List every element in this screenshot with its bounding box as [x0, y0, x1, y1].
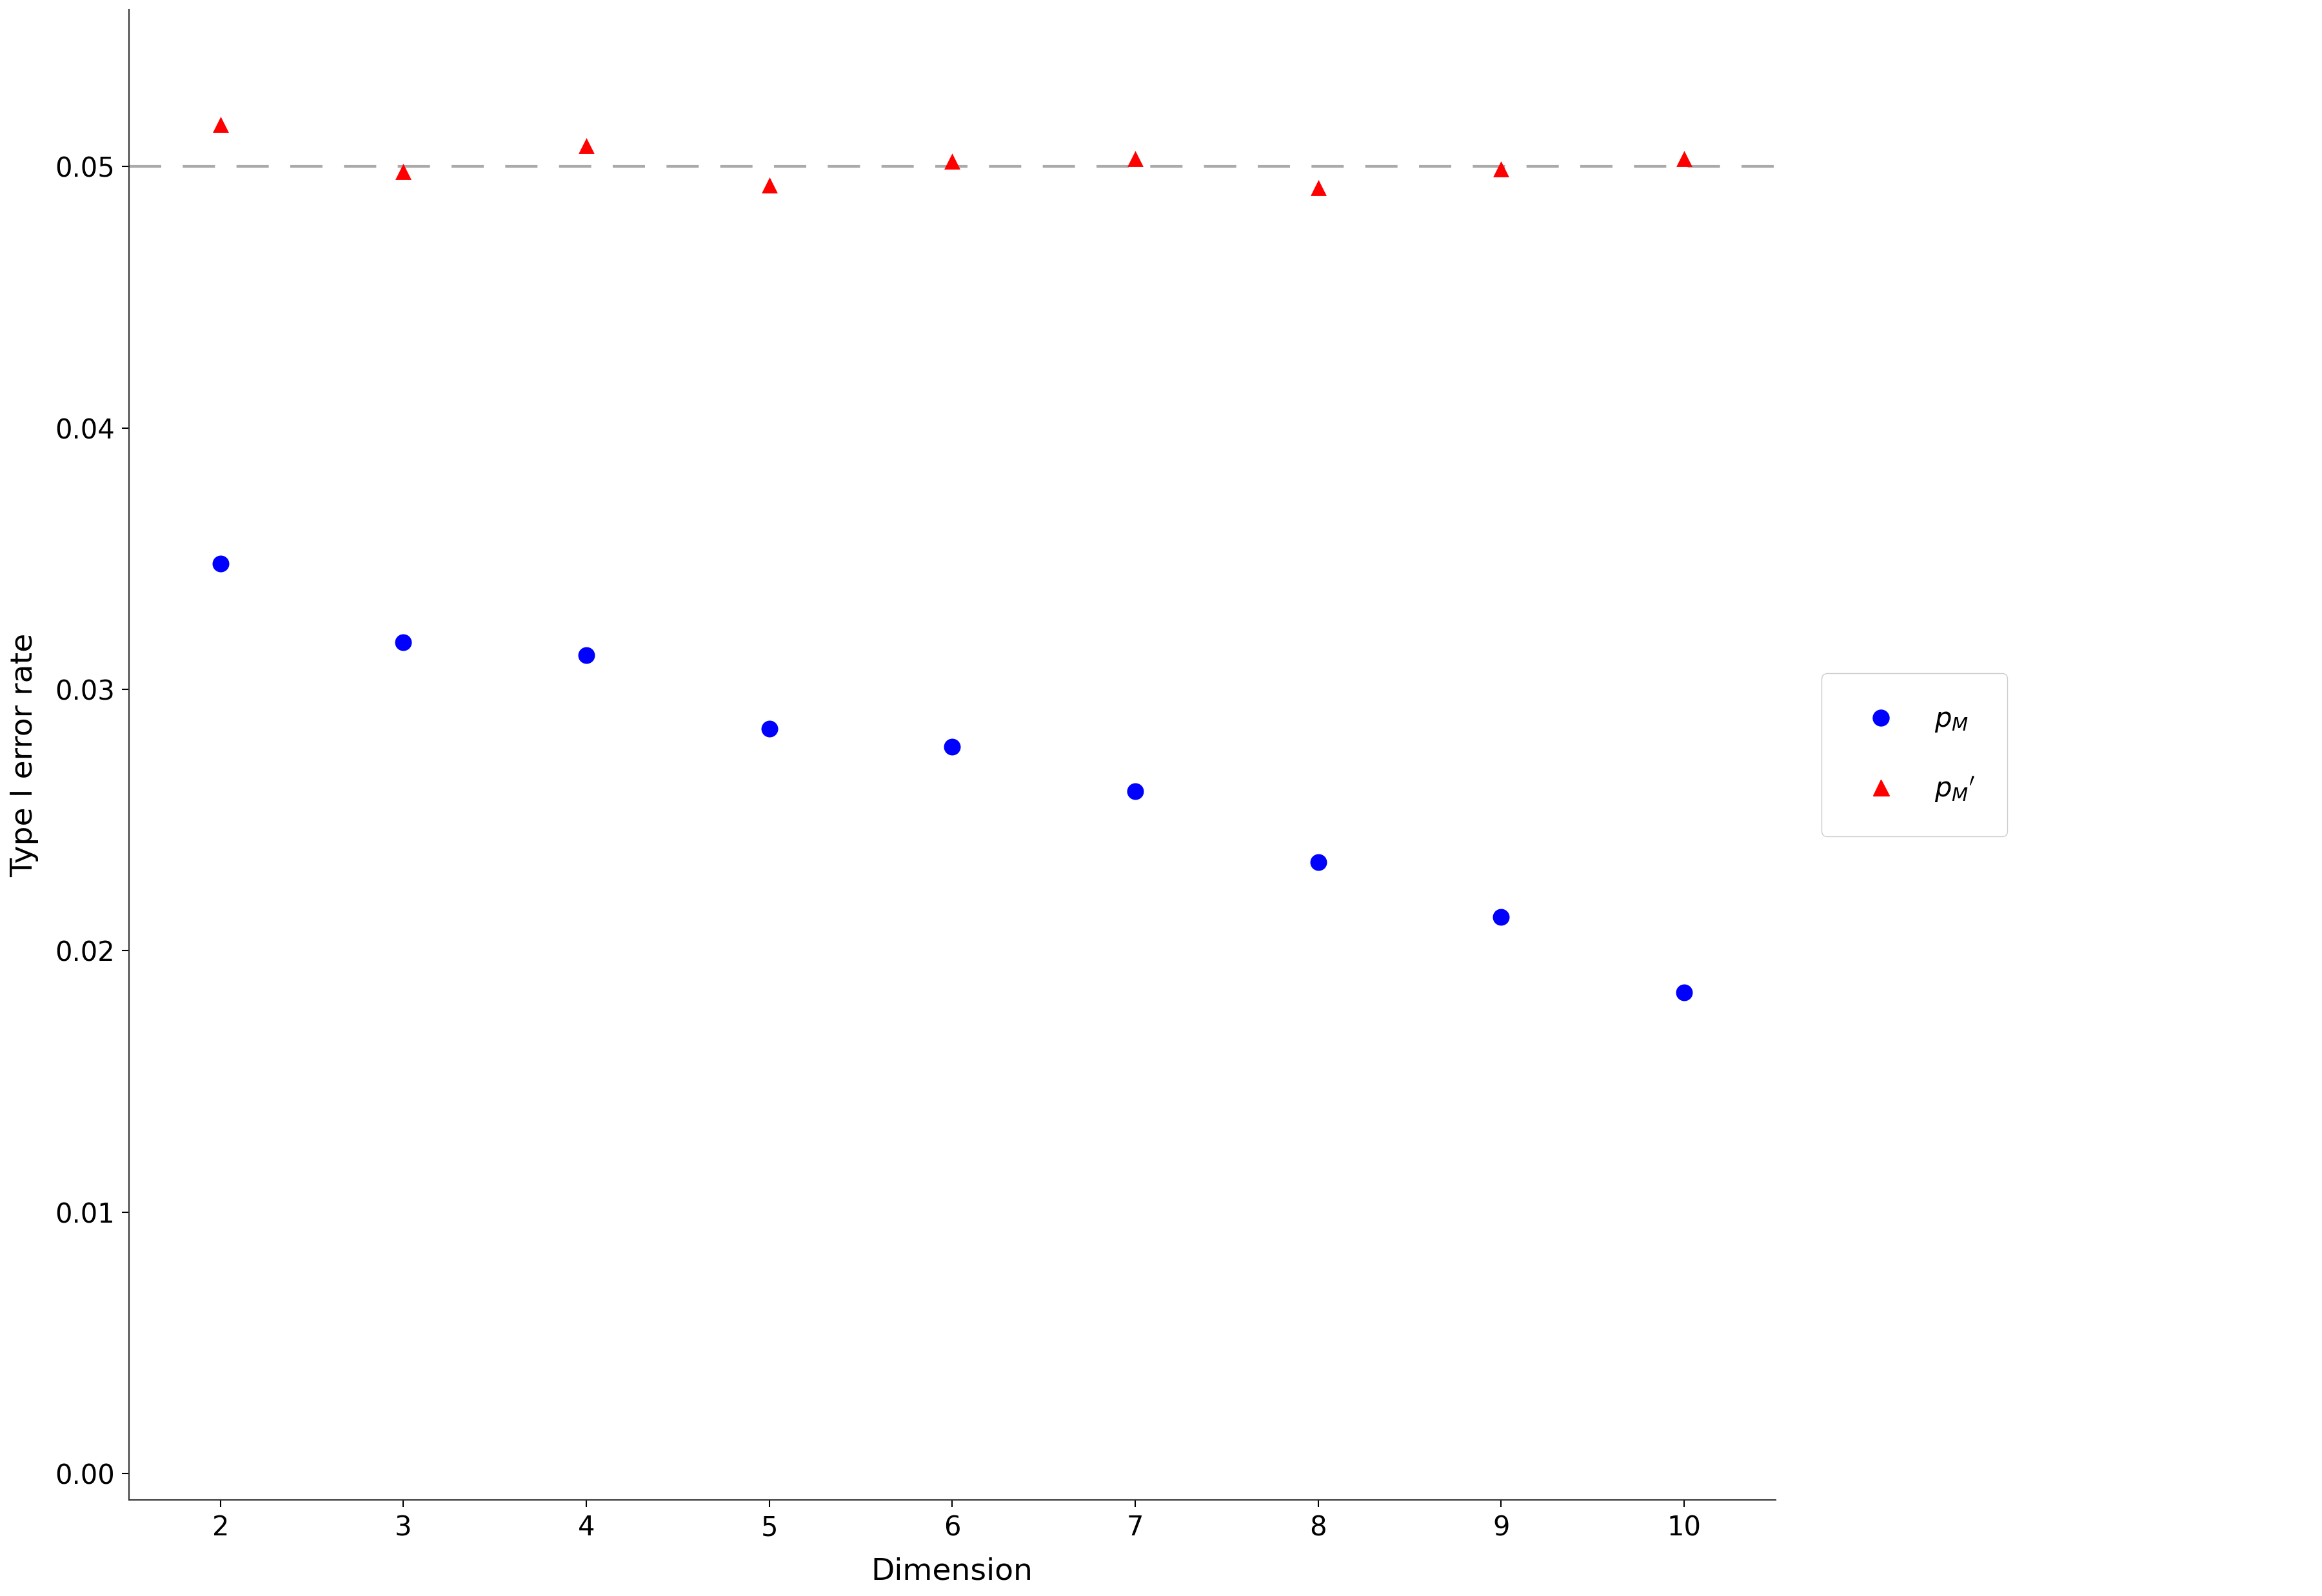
Point — [1300, 849, 1337, 875]
Point — [750, 717, 787, 742]
Point — [1117, 145, 1154, 171]
Point — [385, 160, 423, 185]
Point — [202, 551, 239, 576]
Point — [569, 643, 606, 669]
X-axis label: Dimension: Dimension — [871, 1558, 1033, 1586]
Point — [933, 148, 971, 174]
Point — [202, 112, 239, 137]
Point — [569, 132, 606, 158]
Point — [385, 629, 423, 654]
Point — [1665, 145, 1702, 171]
Point — [1665, 980, 1702, 1005]
Point — [1300, 174, 1337, 200]
Point — [1481, 156, 1519, 182]
Point — [933, 734, 971, 760]
Point — [1481, 903, 1519, 929]
Y-axis label: Type I error rate: Type I error rate — [9, 632, 39, 876]
Point — [1117, 779, 1154, 804]
Legend: $p_M$, $p_{M}{'}$: $p_M$, $p_{M}{'}$ — [1823, 674, 2009, 836]
Point — [750, 172, 787, 198]
